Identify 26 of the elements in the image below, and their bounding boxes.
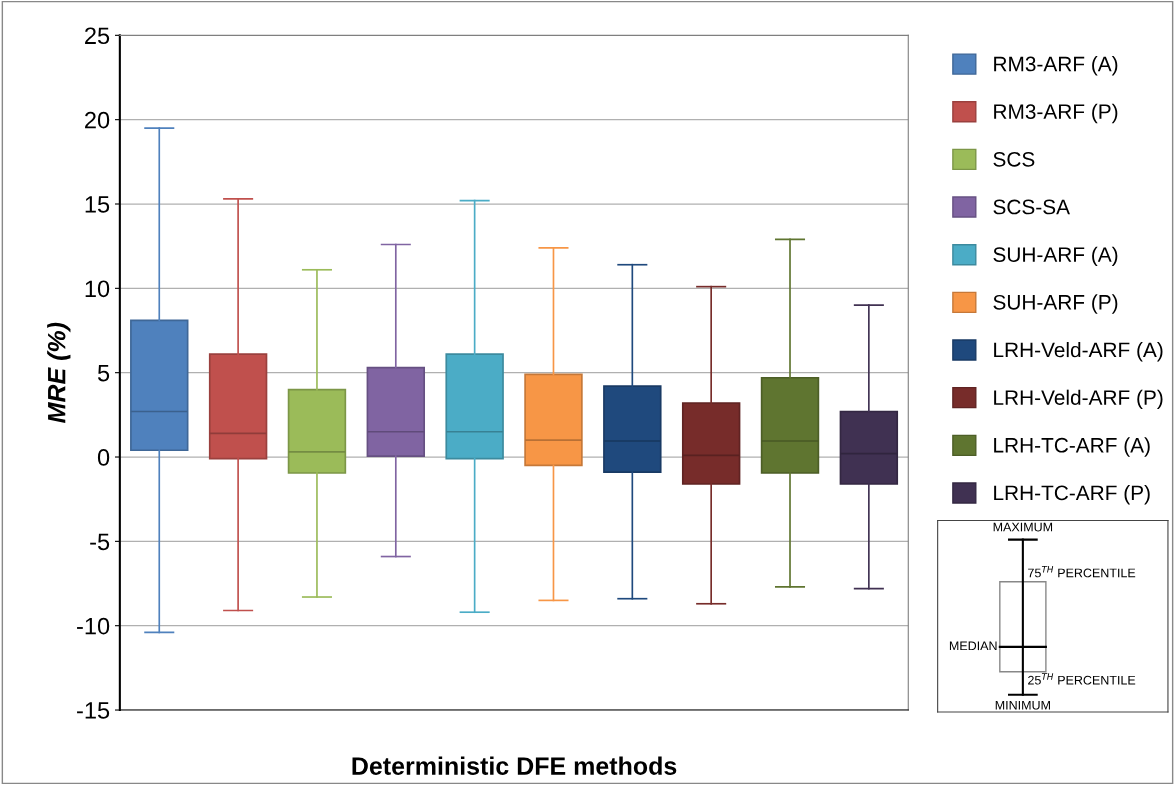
text: MEDIAN bbox=[949, 641, 997, 651]
y-axis-title: MRE (%) bbox=[47, 322, 71, 423]
y-tick-label: 15 bbox=[85, 196, 110, 213]
text: MAXIMUM bbox=[993, 522, 1053, 532]
legend-label: LRH-Veld-ARF (A) bbox=[994, 342, 1163, 362]
y-tick-label: 5 bbox=[97, 364, 110, 382]
legend-label: SCS bbox=[993, 151, 1035, 167]
legend-label: SUH-ARF (A) bbox=[993, 246, 1118, 267]
y-tick-label: -15 bbox=[77, 702, 110, 719]
text: 75$^{TH}$ PERCENTILE bbox=[1028, 566, 1136, 578]
legend-label: RM3-ARF (P) bbox=[994, 103, 1118, 124]
y-tick-label: -5 bbox=[90, 533, 110, 551]
y-tick-label: 20 bbox=[85, 111, 110, 129]
y-tick-label: 25 bbox=[85, 27, 110, 45]
legend-label: SCS-SA bbox=[993, 199, 1070, 215]
legend-label: LRH-TC-ARF (A) bbox=[994, 437, 1150, 457]
legend-label: LRH-TC-ARF (P) bbox=[994, 484, 1150, 505]
legend-label: RM3-ARF (A) bbox=[994, 56, 1118, 76]
y-tick-label: 10 bbox=[85, 280, 110, 298]
legend-label: LRH-Veld-ARF (P) bbox=[994, 389, 1163, 410]
legend-label: SUH-ARF (P) bbox=[993, 294, 1118, 314]
y-tick-label: 0 bbox=[97, 449, 110, 466]
text: 25$^{TH}$ PERCENTILE bbox=[1028, 673, 1136, 685]
x-axis-title: Deterministic DFE methods bbox=[352, 756, 677, 775]
text: MINIMUM bbox=[995, 700, 1050, 710]
y-tick-label: -10 bbox=[77, 617, 110, 635]
